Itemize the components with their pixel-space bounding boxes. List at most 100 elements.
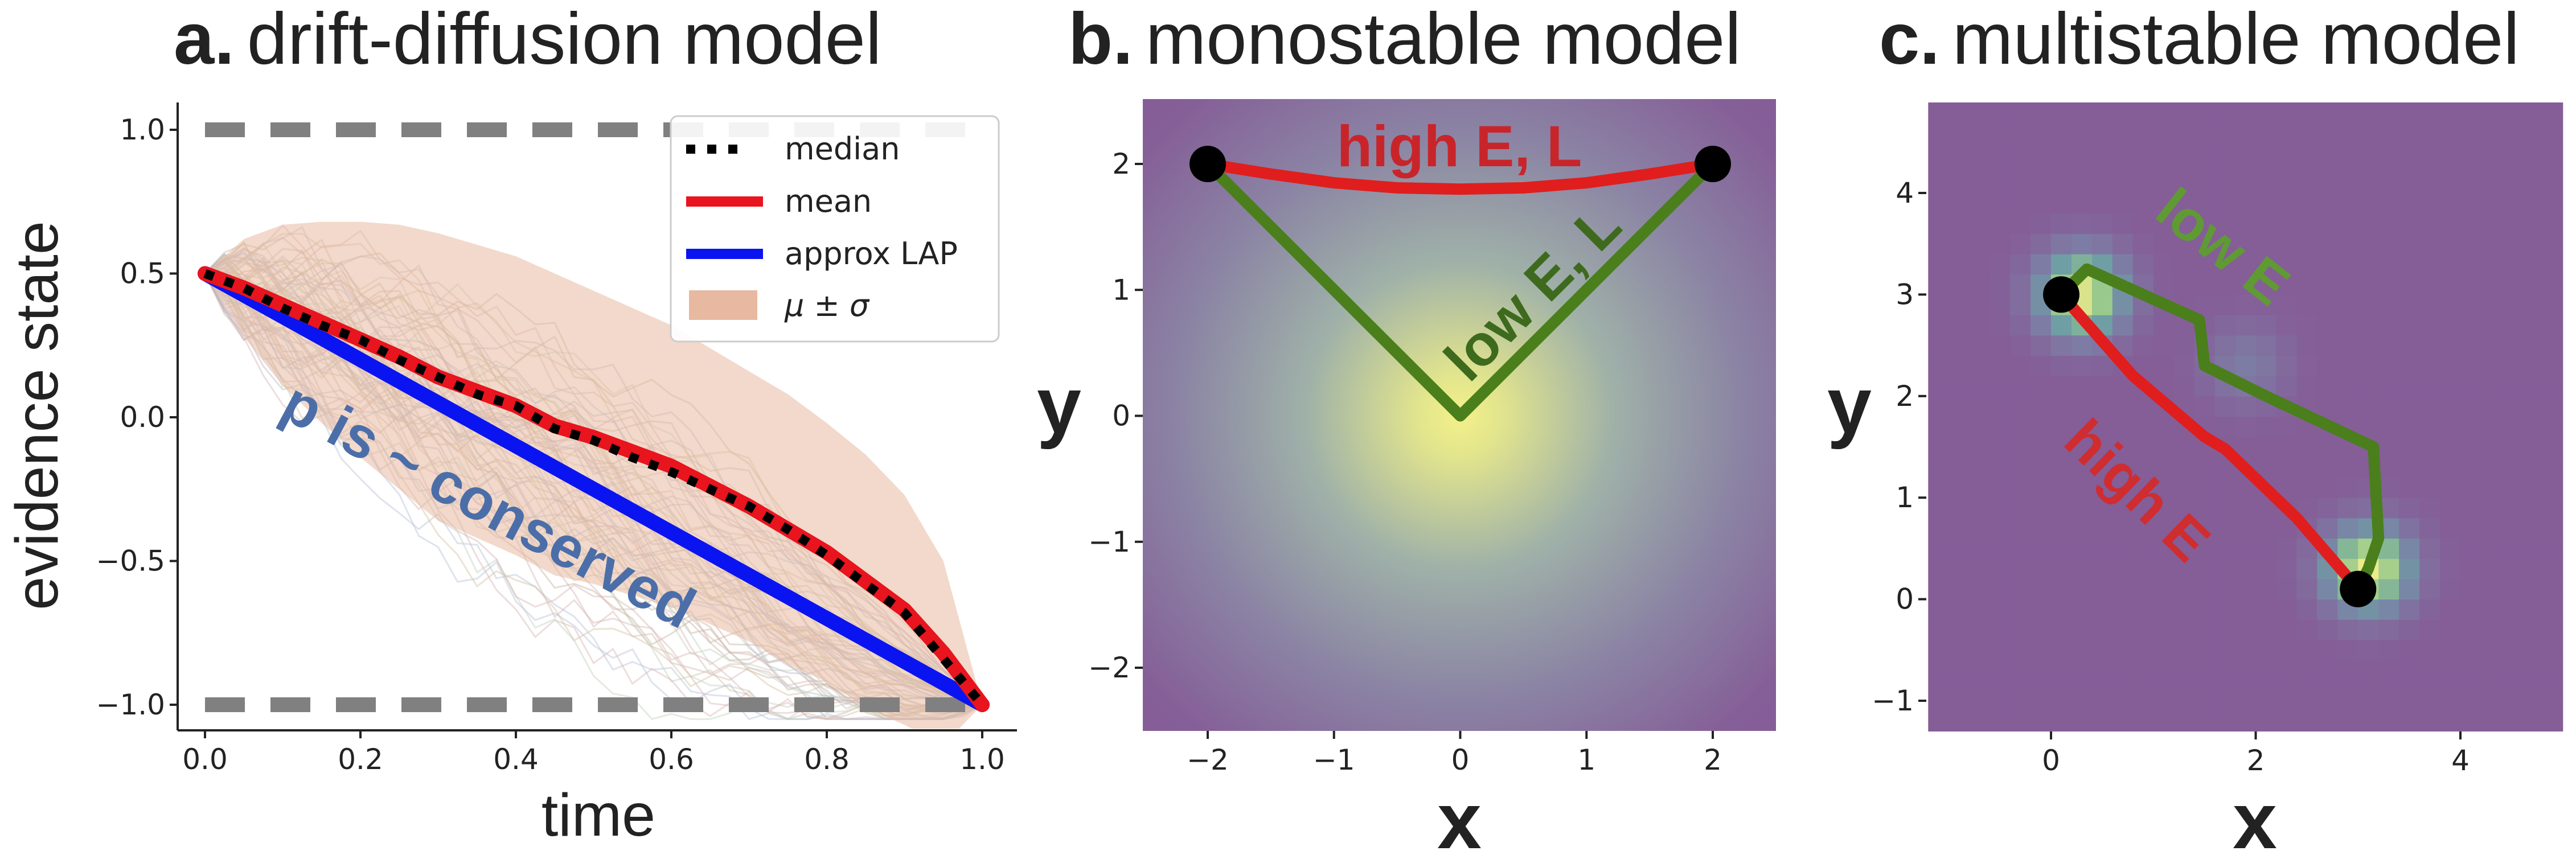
heatmap-cell xyxy=(2194,477,2216,498)
heatmap-cell xyxy=(2214,254,2236,275)
heatmap-cell xyxy=(2031,498,2052,519)
heatmap-cell xyxy=(2521,477,2543,498)
heatmap-cell xyxy=(2255,416,2276,437)
heatmap-cell xyxy=(2194,396,2216,417)
heatmap-cell xyxy=(2194,538,2216,559)
heatmap-cell xyxy=(1969,396,1990,417)
heatmap-cell xyxy=(2317,578,2338,600)
heatmap-cell xyxy=(2440,578,2461,600)
heatmap-cell xyxy=(2419,619,2440,640)
heatmap-cell xyxy=(2460,640,2481,661)
panel-c: c. multistable model low E high E 0 2 44321… xyxy=(1827,0,2563,859)
heatmap-cell xyxy=(1969,132,1990,153)
heatmap-cell xyxy=(2091,213,2113,234)
heatmap-cell xyxy=(2071,619,2093,640)
legend-frame xyxy=(670,115,1000,343)
heatmap-cell xyxy=(2010,132,2031,153)
heatmap-cell xyxy=(2010,152,2031,173)
heatmap-cell xyxy=(2031,660,2052,681)
heatmap-cell xyxy=(2521,254,2543,275)
heatmap-cell xyxy=(2501,437,2522,458)
heatmap-cell xyxy=(2051,193,2072,214)
heatmap-cell xyxy=(1949,578,1970,600)
heatmap-cell xyxy=(1990,721,2011,731)
heatmap-cell xyxy=(1990,112,2011,133)
heatmap-cell xyxy=(2419,213,2440,234)
heatmap-cell xyxy=(2153,640,2175,661)
heatmap-cell xyxy=(2276,599,2297,620)
heatmap-cell xyxy=(2235,315,2257,336)
heatmap-cell xyxy=(2317,254,2338,275)
heatmap-cell xyxy=(2031,213,2052,234)
heatmap-cell xyxy=(2235,335,2257,356)
heatmap-cell xyxy=(2071,376,2093,397)
heatmap-cell xyxy=(2173,254,2195,275)
heatmap-cell xyxy=(2010,376,2031,397)
heatmap-cell xyxy=(2214,477,2236,498)
heatmap-cell xyxy=(2521,619,2543,640)
heatmap-cell xyxy=(2091,294,2113,315)
heatmap-cell xyxy=(2071,437,2093,458)
heatmap-cell xyxy=(2153,172,2175,194)
heatmap-cell xyxy=(2071,132,2093,153)
heatmap-cell xyxy=(2194,152,2216,173)
heatmap-cell xyxy=(2255,517,2276,539)
heatmap-cell xyxy=(1990,213,2011,234)
heatmap-cell xyxy=(1969,721,1990,731)
y-tick-label: 0.5 xyxy=(120,257,165,290)
heatmap-cell xyxy=(2276,102,2297,112)
y-tick-label: 3 xyxy=(1896,278,1914,311)
heatmap-cell xyxy=(1990,416,2011,437)
heatmap-cell xyxy=(2460,396,2481,417)
heatmap-cell xyxy=(2317,152,2338,173)
heatmap-cell xyxy=(2337,172,2358,194)
heatmap-cell xyxy=(2358,172,2379,194)
heatmap-cell xyxy=(2521,396,2543,417)
heatmap-cell xyxy=(2542,660,2563,681)
heatmap-cell xyxy=(2010,355,2031,376)
heatmap-cell xyxy=(2031,517,2052,539)
heatmap-cell xyxy=(1990,335,2011,356)
heatmap-cell xyxy=(2358,233,2379,254)
heatmap-cell xyxy=(1990,254,2011,275)
heatmap-cell xyxy=(2419,132,2440,153)
heatmap-cell xyxy=(2214,233,2236,254)
heatmap-cell xyxy=(2194,294,2216,315)
heatmap-cell xyxy=(2542,172,2563,194)
heatmap-cell xyxy=(2358,213,2379,234)
heatmap-cell xyxy=(2440,619,2461,640)
heatmap-cell xyxy=(2521,355,2543,376)
heatmap-cell xyxy=(2358,132,2379,153)
heatmap-cell xyxy=(1928,112,1949,133)
heatmap-cell xyxy=(2071,660,2093,681)
heatmap-cell xyxy=(2542,619,2563,640)
heatmap-cell xyxy=(2112,721,2134,731)
heatmap-cell xyxy=(2153,578,2175,600)
heatmap-cell xyxy=(2173,721,2195,731)
heatmap-cell xyxy=(2378,335,2399,356)
heatmap-cell xyxy=(2235,102,2257,112)
heatmap-cell xyxy=(2132,437,2154,458)
heatmap-cell xyxy=(2521,599,2543,620)
heatmap-cell xyxy=(2399,132,2420,153)
heatmap-cell xyxy=(1969,538,1990,559)
heatmap-cell xyxy=(2337,193,2358,214)
heatmap-cell xyxy=(2460,315,2481,336)
heatmap-cell xyxy=(2296,376,2317,397)
heatmap-cell xyxy=(1928,558,1949,579)
heatmap-cell xyxy=(2337,274,2358,295)
heatmap-cell xyxy=(2296,315,2317,336)
heatmap-cell xyxy=(2296,102,2317,112)
panel-c-label: c. xyxy=(1879,0,1940,80)
heatmap-cell xyxy=(1949,132,1970,153)
heatmap-cell xyxy=(2153,335,2175,356)
heatmap-cell xyxy=(1928,680,1949,701)
heatmap-cell xyxy=(2132,396,2154,417)
heatmap-cell xyxy=(2276,457,2297,478)
heatmap-cell xyxy=(2337,721,2358,731)
heatmap-cell xyxy=(2317,132,2338,153)
heatmap-cell xyxy=(2419,558,2440,579)
heatmap-cell xyxy=(2112,294,2134,315)
heatmap-cell xyxy=(1928,619,1949,640)
heatmap-cell xyxy=(2091,558,2113,579)
